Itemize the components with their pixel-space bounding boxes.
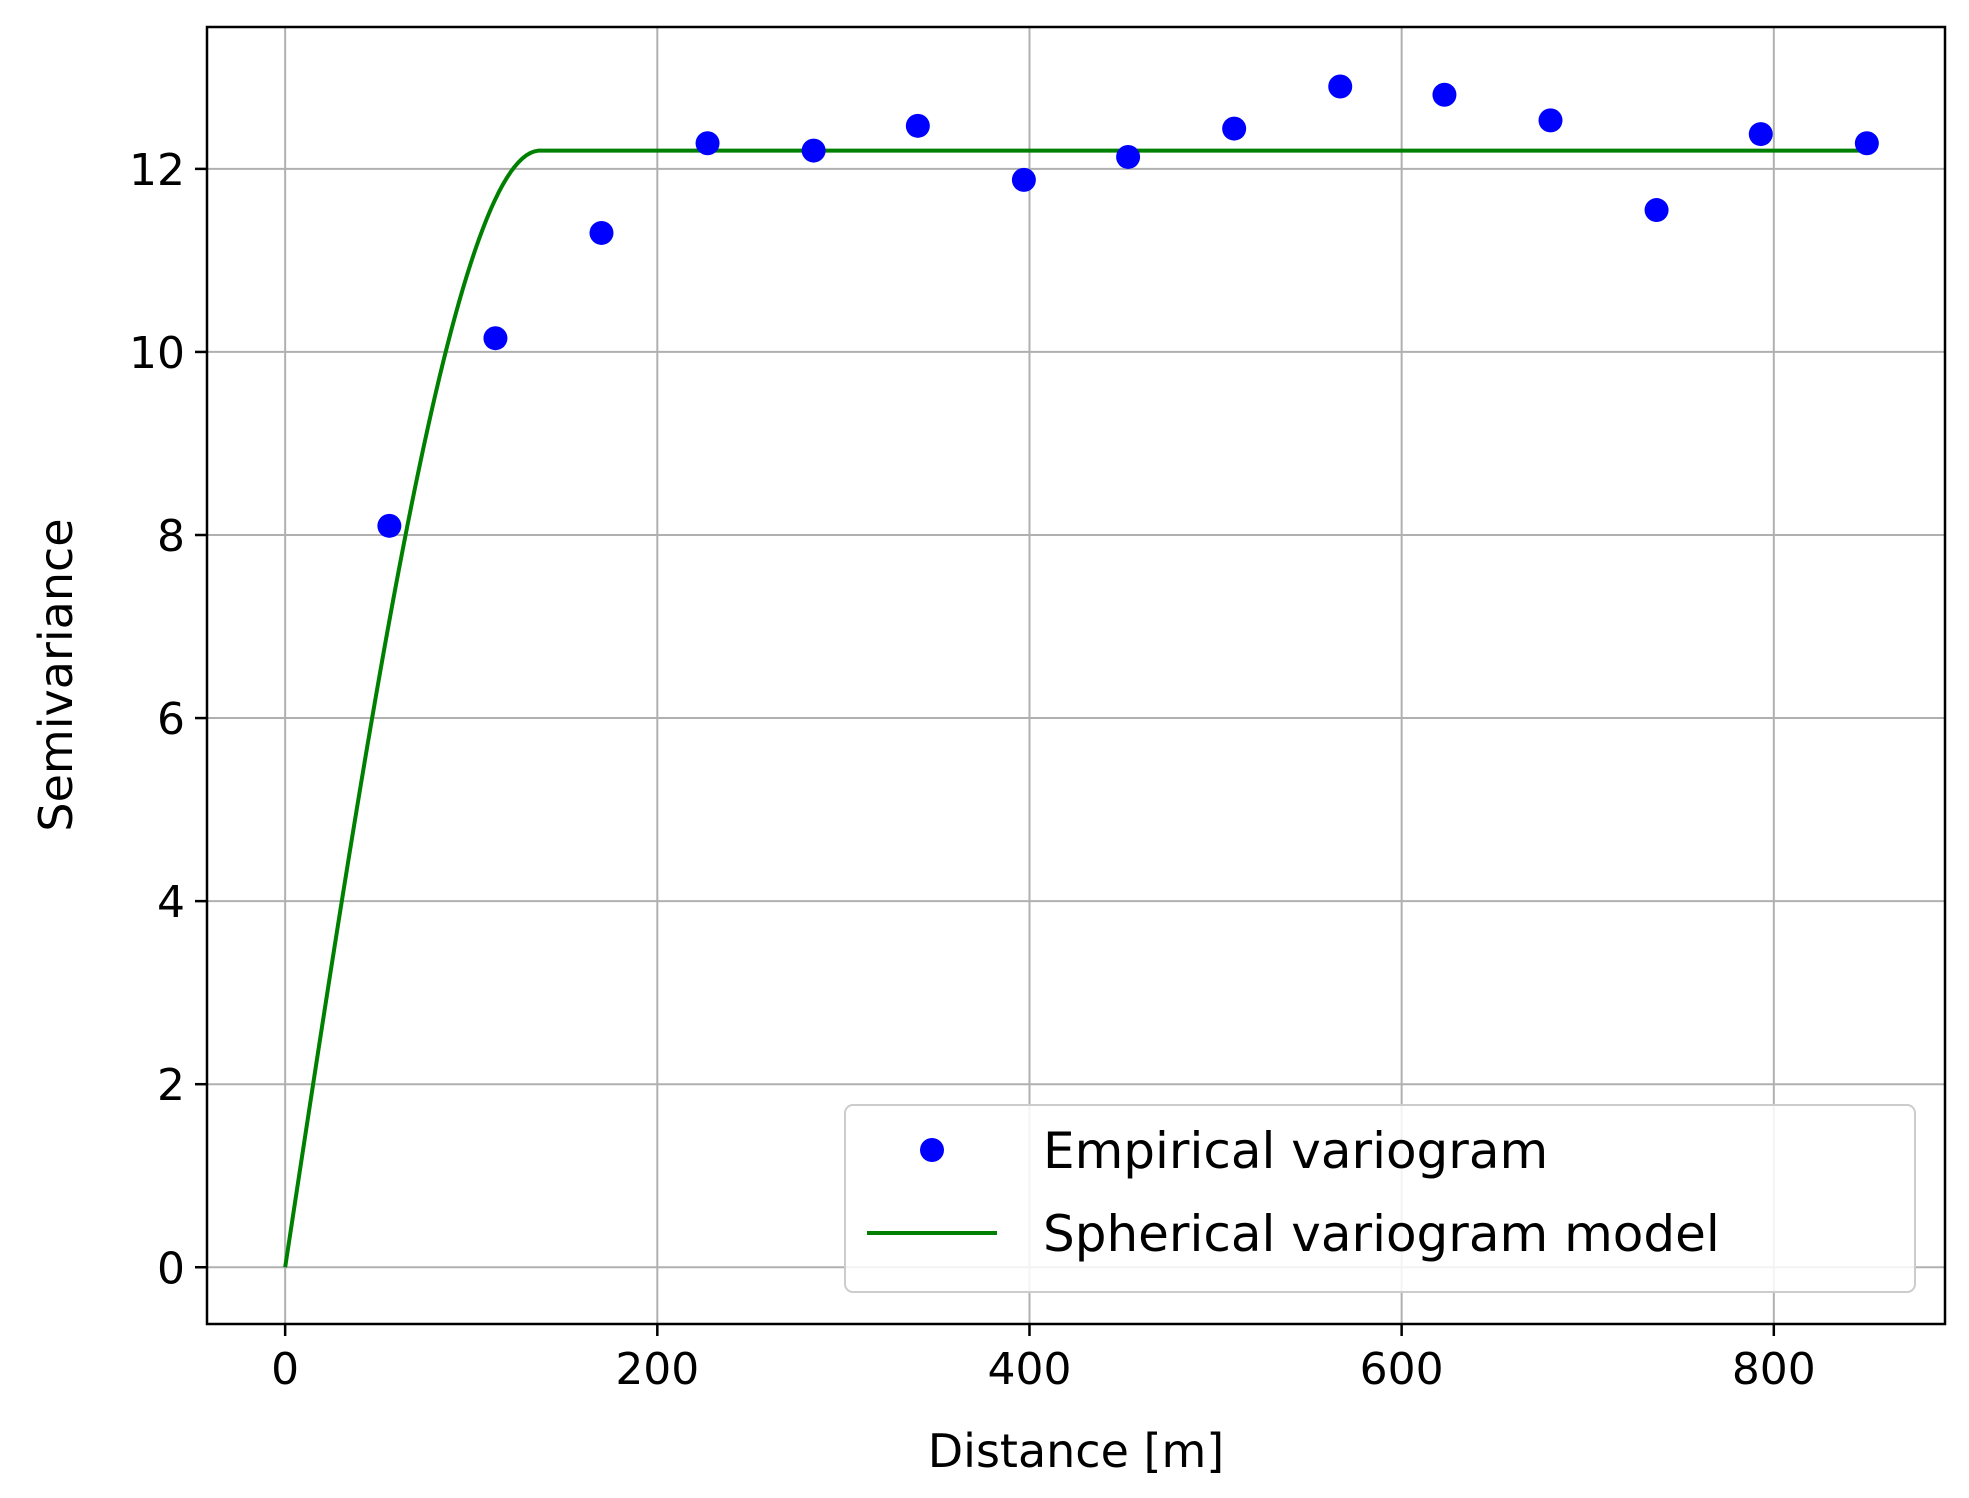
empirical-point (1222, 116, 1247, 141)
empirical-point (1328, 74, 1353, 99)
x-tick-label: 400 (987, 1344, 1071, 1395)
empirical-point (1748, 122, 1773, 147)
empirical-point (1011, 167, 1036, 192)
model-line-layer (283, 148, 1867, 1268)
empirical-point (1538, 108, 1563, 133)
legend-label-empirical: Empirical variogram (1043, 1122, 1548, 1180)
legend-marker-empirical (920, 1138, 944, 1162)
y-tick-label: 2 (157, 1060, 185, 1111)
empirical-point (1116, 144, 1141, 169)
empirical-point (1644, 198, 1669, 223)
y-tick-label: 10 (129, 328, 185, 379)
empirical-point (695, 131, 720, 156)
legend-label-spherical: Spherical variogram model (1043, 1205, 1720, 1263)
y-tick-label: 0 (157, 1243, 185, 1294)
x-tick-label: 200 (615, 1344, 699, 1395)
x-tick-label: 0 (271, 1344, 299, 1395)
legend: Empirical variogram Spherical variogram … (844, 1104, 1916, 1293)
empirical-point (1854, 131, 1879, 156)
x-tick-label: 800 (1732, 1344, 1816, 1395)
y-tick-label: 4 (157, 877, 185, 928)
empirical-point (589, 220, 614, 245)
y-tick-label: 8 (157, 511, 185, 562)
empirical-point (1432, 82, 1457, 107)
y-tick-label: 6 (157, 694, 185, 745)
empirical-point (801, 138, 826, 163)
x-tick-label: 600 (1360, 1344, 1444, 1395)
x-axis-label: Distance [m] (928, 1424, 1224, 1478)
y-axis-label: Semivariance (29, 518, 83, 831)
legend-box (844, 1104, 1916, 1293)
empirical-point (377, 513, 402, 538)
scatter-points-layer (377, 74, 1879, 538)
empirical-point (905, 113, 930, 138)
y-tick-label: 12 (129, 145, 185, 196)
empirical-point (483, 326, 508, 351)
spherical-model-line (283, 148, 1867, 1268)
axis-ticks: 0 200 400 600 800 0 2 4 6 8 10 12 (129, 145, 1816, 1395)
plot-frame (205, 25, 1947, 1326)
